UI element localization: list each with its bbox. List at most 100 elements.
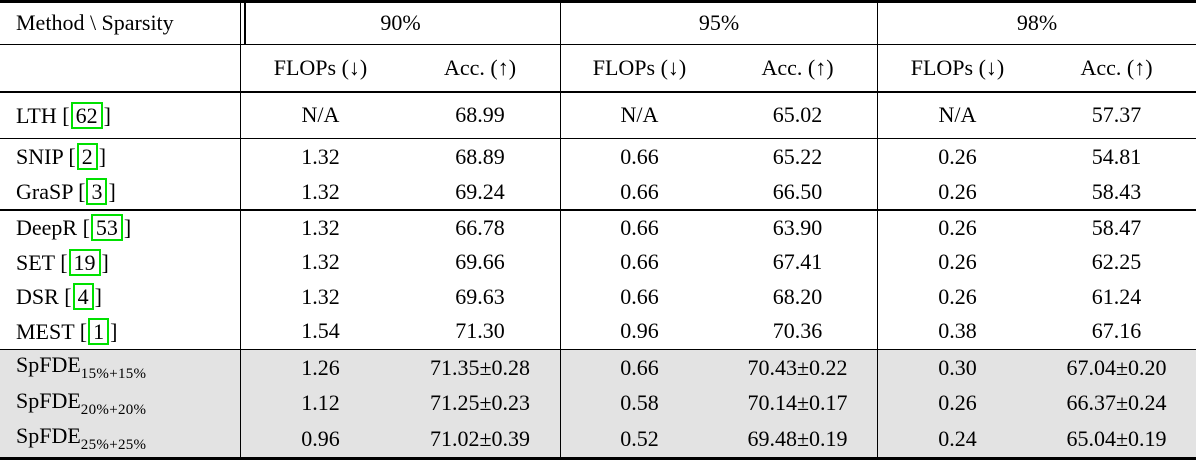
bracket-close: ] [103,102,111,128]
flops-cell: 0.96 [560,314,718,349]
citation-link[interactable]: 1 [88,317,110,345]
citation-link[interactable]: 62 [70,101,103,129]
flops-cell: 1.32 [240,210,400,245]
flops-cell: 0.26 [877,385,1037,422]
section-spfde-highlighted: SpFDE15%+15% 1.26 71.35±0.28 0.66 70.43±… [0,350,1196,457]
bracket-open: [ [72,179,86,204]
method-cell: SpFDE15%+15% [0,350,240,386]
citation-link[interactable]: 53 [90,214,123,242]
acc-cell: 65.22 [772,143,823,169]
bracket-open: [ [62,144,76,169]
bracket-open: [ [58,284,72,310]
group-header-95: 95% [560,2,877,44]
flops-cell: 0.52 [560,421,718,457]
bracket-open: [ [77,215,90,241]
row-lth: LTH [62] N/A 68.99 N/A 65.02 N/A 57.37 [0,92,1196,138]
flops-cell: 1.32 [240,279,400,314]
acc-header-98: Acc. (↑) [1080,55,1153,80]
header-row-sparsity: Method \ Sparsity 90% 95% 98% [0,2,1196,44]
method-subscript: 15%+15% [80,366,147,383]
acc-cell: 69.63 [455,283,505,309]
method-cell: SpFDE20%+20% [0,386,240,422]
bracket-close: ] [98,144,107,169]
flops-cell: 0.38 [877,314,1037,349]
acc-cell: 58.43 [1091,178,1142,204]
acc-cell: 58.47 [1091,214,1142,240]
row-mest: MEST [1] 1.54 71.30 0.96 70.36 0.38 67.1… [0,314,1196,349]
flops-cell: 1.54 [240,314,400,349]
acc-cell: 71.35±0.28 [429,354,531,380]
method-cell: SET [19] [0,245,240,280]
row-spfde-25: SpFDE25%+25% 0.96 71.02±0.39 0.52 69.48±… [0,421,1196,457]
flops-cell: 0.66 [560,210,718,245]
method-name: DSR [16,284,59,310]
top-rule [0,0,1196,3]
acc-cell: 66.50 [772,178,823,204]
flops-cell: N/A [240,92,400,138]
acc-cell: 65.02 [772,102,823,127]
acc-cell: 69.24 [455,178,505,204]
flops-header-90: FLOPs (↓) [240,45,400,91]
acc-cell: 70.36 [772,318,823,344]
acc-cell: 71.25±0.23 [429,390,531,416]
flops-cell: 1.32 [240,174,400,209]
method-name: DeepR [16,215,78,241]
citation-link[interactable]: 4 [72,283,94,311]
section-lth: LTH [62] N/A 68.99 N/A 65.02 N/A 57.37 [0,92,1196,138]
citation-link[interactable]: 3 [86,178,108,205]
row-snip: SNIP [2] 1.32 68.89 0.66 65.22 0.26 54.8… [0,139,1196,174]
section-static-pruning: SNIP [2] 1.32 68.89 0.66 65.22 0.26 54.8… [0,139,1196,209]
row-set: SET [19] 1.32 69.66 0.66 67.41 0.26 62.2… [0,245,1196,280]
row-grasp: GraSP [3] 1.32 69.24 0.66 66.50 0.26 58.… [0,174,1196,209]
bracket-open: [ [74,318,88,344]
header-row-metrics: FLOPs (↓) Acc. (↑) FLOPs (↓) Acc. (↑) FL… [0,45,1196,91]
flops-cell: 0.66 [560,174,718,209]
corner-cell: Method \ Sparsity [0,3,240,44]
acc-cell: 69.66 [455,249,505,275]
citation-link[interactable]: 19 [68,248,101,276]
acc-header-95: Acc. (↑) [761,55,834,80]
acc-cell: 66.37±0.24 [1066,390,1167,416]
method-name: LTH [16,102,57,128]
method-name: SpFDE [16,387,81,413]
method-cell: DeepR [53] [0,211,240,246]
group-header-90: 90% [240,2,560,44]
bracket-close: ] [108,179,116,204]
group-header-98: 98% [877,2,1196,44]
acc-cell: 67.04±0.20 [1066,354,1167,380]
row-deepr: DeepR [53] 1.32 66.78 0.66 63.90 0.26 58… [0,210,1196,246]
flops-cell: 0.26 [877,210,1037,245]
flops-cell: 1.32 [240,139,400,174]
flops-cell: 1.26 [240,350,400,386]
acc-cell: 71.30 [455,318,505,344]
flops-cell: 0.66 [560,245,718,280]
method-name: SpFDE [16,352,81,378]
method-cell: DSR [4] [0,280,240,315]
method-subscript: 20%+20% [80,401,147,418]
bracket-open: [ [56,102,70,128]
section-rule [0,137,1196,139]
acc-cell: 71.02±0.39 [429,425,531,451]
acc-header-90: Acc. (↑) [443,55,517,80]
flops-cell: 0.30 [877,350,1037,386]
flops-cell: 0.26 [877,279,1037,314]
flops-cell: 0.96 [240,421,400,457]
citation-link[interactable]: 2 [76,143,98,170]
flops-cell: N/A [560,92,718,138]
method-cell: MEST [1] [0,314,240,349]
empty-corner-cell [0,45,240,91]
section-rule [0,91,1196,93]
bracket-open: [ [54,249,68,275]
method-name: MEST [16,318,75,344]
acc-cell: 66.78 [455,214,505,240]
acc-cell: 68.99 [455,102,505,127]
method-name: SNIP [16,144,63,169]
flops-cell: 0.24 [877,421,1037,457]
acc-cell: 70.43±0.22 [747,354,848,380]
header-rule [0,43,1196,45]
bracket-close: ] [123,215,132,241]
section-rule [0,348,1196,350]
acc-cell: 68.20 [772,283,823,309]
bracket-close: ] [94,284,102,310]
